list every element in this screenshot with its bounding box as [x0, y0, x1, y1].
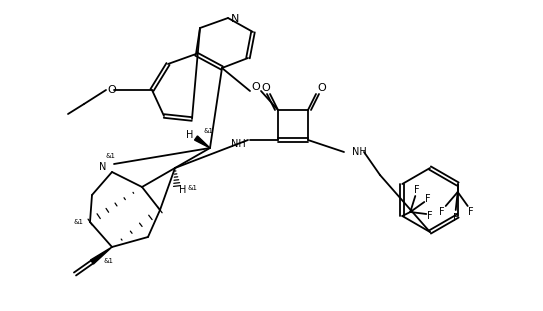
Text: O: O: [251, 82, 261, 92]
Text: &1: &1: [103, 258, 113, 264]
Text: O: O: [262, 83, 270, 93]
Text: &1: &1: [105, 153, 115, 159]
Text: &1: &1: [73, 219, 83, 225]
Text: F: F: [414, 185, 420, 195]
Polygon shape: [194, 136, 210, 148]
Text: N: N: [99, 162, 106, 172]
Text: F: F: [453, 213, 458, 223]
Text: NH: NH: [352, 147, 367, 157]
Text: N: N: [231, 14, 239, 24]
Text: H: H: [179, 185, 187, 195]
Text: F: F: [468, 207, 473, 217]
Text: &1: &1: [203, 128, 213, 134]
Text: F: F: [426, 194, 431, 204]
Polygon shape: [91, 247, 112, 264]
Text: H: H: [186, 130, 194, 140]
Text: NH: NH: [231, 139, 246, 149]
Text: F: F: [439, 207, 445, 217]
Text: F: F: [427, 211, 433, 221]
Text: O: O: [108, 85, 116, 95]
Text: O: O: [318, 83, 326, 93]
Text: &1: &1: [188, 185, 198, 191]
